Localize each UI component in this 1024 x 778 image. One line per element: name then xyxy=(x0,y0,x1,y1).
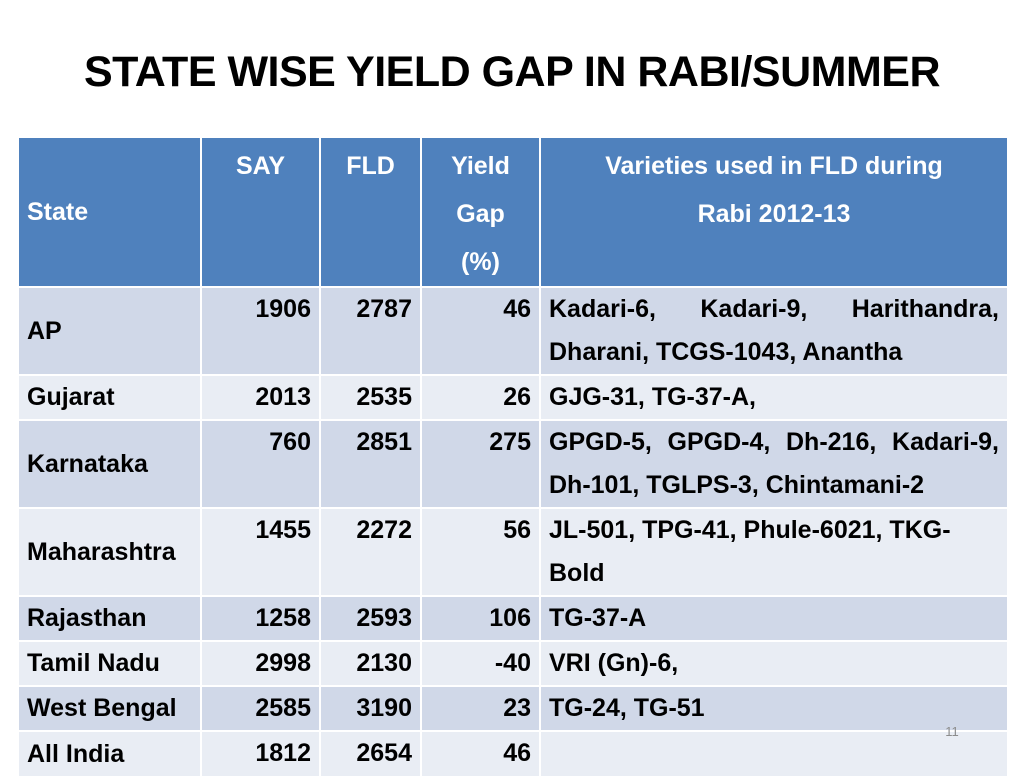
state-cell: Maharashtra xyxy=(17,507,202,597)
fld-cell: 2130 xyxy=(319,640,422,687)
yield-gap-table: State SAY FLD Yield Gap (%) Varieties us… xyxy=(17,136,1009,778)
header-varieties-line1: Varieties used in FLD during xyxy=(605,152,943,180)
state-cell: All India xyxy=(17,730,202,778)
fld-cell: 2851 xyxy=(319,419,422,509)
say-cell: 1812 xyxy=(200,730,321,778)
yield-gap-cell: 23 xyxy=(420,685,541,732)
header-say: SAY xyxy=(200,136,321,288)
varieties-cell: Kadari-6, Kadari-9, Harithandra, Dharani… xyxy=(539,286,1009,376)
table-row: Rajasthan 1258 2593 106 TG-37-A xyxy=(17,595,1009,642)
say-cell: 2998 xyxy=(200,640,321,687)
header-yield-gap-line3: (%) xyxy=(461,248,500,276)
state-cell: Rajasthan xyxy=(17,595,202,642)
header-varieties: Varieties used in FLD during Rabi 2012-1… xyxy=(539,136,1009,288)
fld-cell: 2787 xyxy=(319,286,422,376)
say-cell: 1455 xyxy=(200,507,321,597)
fld-cell: 3190 xyxy=(319,685,422,732)
yield-gap-cell: 275 xyxy=(420,419,541,509)
table-row: Gujarat 2013 2535 26 GJG-31, TG-37-A, xyxy=(17,374,1009,421)
state-cell: Gujarat xyxy=(17,374,202,421)
fld-cell: 2654 xyxy=(319,730,422,778)
state-cell: AP xyxy=(17,286,202,376)
fld-cell: 2535 xyxy=(319,374,422,421)
table-row: Tamil Nadu 2998 2130 -40 VRI (Gn)-6, xyxy=(17,640,1009,687)
header-yield-gap-line1: Yield xyxy=(451,152,510,180)
header-yield-gap: Yield Gap (%) xyxy=(420,136,541,288)
varieties-cell: TG-24, TG-51 xyxy=(539,685,1009,732)
state-cell: Karnataka xyxy=(17,419,202,509)
yield-gap-cell: 46 xyxy=(420,730,541,778)
slide-title: STATE WISE YIELD GAP IN RABI/SUMMER xyxy=(83,48,941,96)
yield-gap-cell: 26 xyxy=(420,374,541,421)
state-cell: Tamil Nadu xyxy=(17,640,202,687)
table-header-row: State SAY FLD Yield Gap (%) Varieties us… xyxy=(17,136,1009,288)
say-cell: 2585 xyxy=(200,685,321,732)
varieties-cell: TG-37-A xyxy=(539,595,1009,642)
fld-cell: 2593 xyxy=(319,595,422,642)
table-row: All India 1812 2654 46 xyxy=(17,730,1009,778)
header-fld: FLD xyxy=(319,136,422,288)
table-row: Maharashtra 1455 2272 56 JL-501, TPG-41,… xyxy=(17,507,1009,597)
say-cell: 2013 xyxy=(200,374,321,421)
yield-gap-cell: 46 xyxy=(420,286,541,376)
say-cell: 1906 xyxy=(200,286,321,376)
header-state: State xyxy=(17,136,202,288)
page-number: 11 xyxy=(945,724,959,739)
header-varieties-line2: Rabi 2012-13 xyxy=(697,200,851,228)
header-yield-gap-line2: Gap xyxy=(456,200,505,228)
table-row: Karnataka 760 2851 275 GPGD-5, GPGD-4, D… xyxy=(17,419,1009,509)
varieties-cell: JL-501, TPG-41, Phule-6021, TKG-Bold xyxy=(539,507,1009,597)
varieties-cell: VRI (Gn)-6, xyxy=(539,640,1009,687)
varieties-cell: GJG-31, TG-37-A, xyxy=(539,374,1009,421)
table-row: West Bengal 2585 3190 23 TG-24, TG-51 xyxy=(17,685,1009,732)
yield-gap-cell: -40 xyxy=(420,640,541,687)
say-cell: 1258 xyxy=(200,595,321,642)
state-cell: West Bengal xyxy=(17,685,202,732)
varieties-cell: GPGD-5, GPGD-4, Dh-216, Kadari-9, Dh-101… xyxy=(539,419,1009,509)
yield-gap-cell: 106 xyxy=(420,595,541,642)
table-row: AP 1906 2787 46 Kadari-6, Kadari-9, Hari… xyxy=(17,286,1009,376)
fld-cell: 2272 xyxy=(319,507,422,597)
yield-gap-cell: 56 xyxy=(420,507,541,597)
say-cell: 760 xyxy=(200,419,321,509)
